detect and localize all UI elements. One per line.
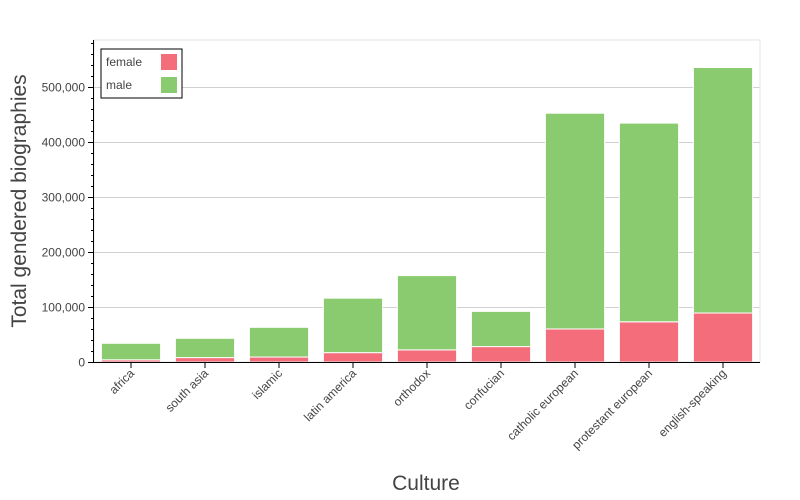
bar-female	[692, 312, 754, 363]
legend: female male	[100, 48, 183, 99]
y-tick-label: 400,000	[42, 136, 86, 150]
legend-label-female: female	[106, 55, 142, 69]
x-tick-label: catholic european	[504, 366, 581, 443]
bar-female	[248, 356, 310, 363]
bars	[100, 67, 754, 363]
bar-male	[618, 122, 680, 323]
bar-female	[618, 321, 680, 363]
x-tick-label: protestant european	[569, 366, 655, 452]
bar-male	[100, 342, 162, 361]
bar-female	[174, 357, 236, 363]
x-axis: africa south asia islamic latin america orth…	[106, 362, 729, 452]
bar-male	[692, 67, 754, 314]
y-axis-title: Total gendered biographies	[8, 74, 31, 327]
bar-female	[544, 328, 606, 363]
y-tick-label: 500,000	[42, 81, 86, 95]
legend-swatch-female	[161, 54, 177, 70]
x-tick-label: islamic	[249, 366, 285, 402]
bar-male	[396, 275, 458, 351]
bar-male	[470, 310, 532, 348]
y-tick-label: 100,000	[42, 301, 86, 315]
x-tick-label: south asia	[163, 366, 212, 415]
legend-label-male: male	[106, 78, 132, 92]
y-tick-label: 200,000	[42, 246, 86, 260]
bar-male	[248, 326, 310, 358]
x-tick-label: africa	[106, 366, 137, 397]
bar-female	[322, 352, 384, 363]
y-axis: 0 100,000 200,000 300,000 400,000 500,000	[42, 43, 94, 370]
y-tick-label: 0	[78, 356, 85, 370]
x-tick-label: confucian	[461, 366, 507, 412]
x-tick-label: orthodox	[390, 366, 433, 409]
bar-male	[174, 337, 236, 359]
x-axis-title: Culture	[392, 472, 460, 495]
bar-female	[396, 349, 458, 363]
bar-male	[544, 112, 606, 330]
bar-female	[470, 346, 532, 363]
x-tick-label: latin america	[301, 366, 359, 424]
x-tick-label: english-speaking	[656, 366, 730, 440]
legend-swatch-male	[161, 77, 177, 93]
y-tick-label: 300,000	[42, 191, 86, 205]
bar-male	[322, 297, 384, 354]
